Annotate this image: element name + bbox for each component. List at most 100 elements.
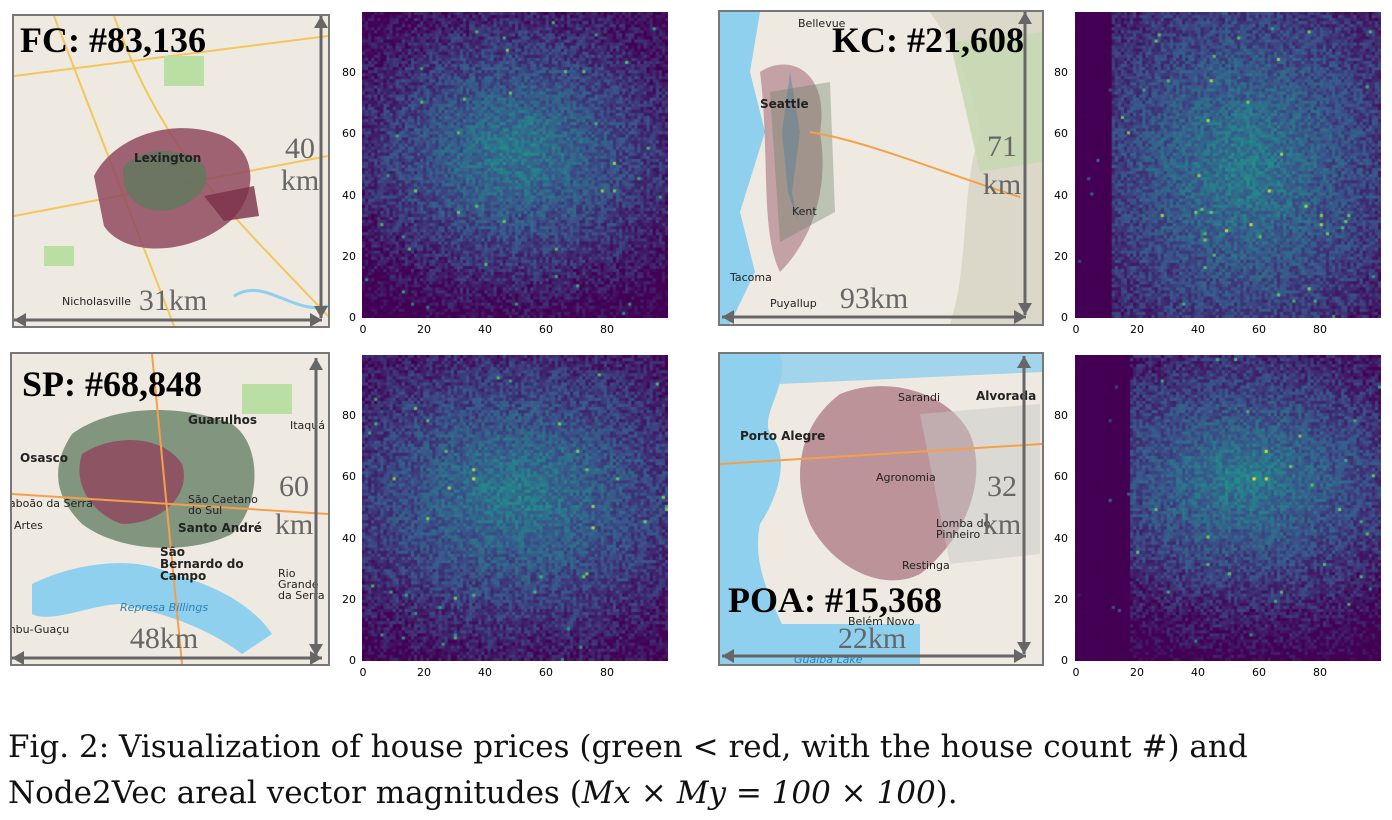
- ytick: 20: [342, 250, 356, 263]
- map-title-sp: SP: #68,848: [22, 364, 202, 404]
- height-label-poa: 32 km: [976, 472, 1028, 540]
- xtick: 0: [1072, 323, 1080, 336]
- place-represa-billings: Represa Billings: [120, 601, 209, 614]
- ytick: 40: [342, 532, 356, 545]
- heatmap-poa: 80 60 40 20 0 0 20 40 60 80: [1042, 353, 1392, 683]
- xtick: 40: [478, 323, 492, 336]
- height-label-kc: 71 km: [976, 132, 1028, 200]
- ytick: 60: [1054, 470, 1068, 483]
- height-label-fc: 40 km: [276, 134, 324, 196]
- ytick: 80: [342, 409, 356, 422]
- ytick: 0: [349, 311, 356, 324]
- heatmap-sp: 80 60 40 20 0 0 20 40 60 80: [330, 353, 680, 683]
- place-porto-alegre: Porto Alegre: [740, 429, 826, 443]
- map-kc-graphic: [720, 12, 1042, 324]
- place-artes: Artes: [14, 519, 43, 532]
- dimension-arrows-kc: [722, 12, 1032, 324]
- ytick: 60: [342, 127, 356, 140]
- ytick: 20: [1054, 250, 1068, 263]
- place-osasco: Osasco: [20, 451, 68, 465]
- map-fc: Lexington Nicholasville FC: #83,136 40 k…: [12, 14, 330, 328]
- place-lexington: Lexington: [134, 151, 202, 165]
- caption-text-1: Visualization of house prices (green < r…: [119, 729, 1248, 765]
- xtick: 0: [359, 323, 367, 336]
- caption-line-1: Fig. 2: Visualization of house prices (g…: [8, 724, 1388, 770]
- caption-math: Mx × My = 100 × 100: [581, 775, 936, 811]
- map-title-fc: FC: #83,136: [20, 20, 206, 60]
- caption-text-2b: ).: [935, 775, 958, 811]
- height-label-poa-unit: km: [982, 508, 1022, 541]
- height-label-sp-unit: km: [274, 508, 314, 541]
- height-label-fc-unit: km: [280, 164, 320, 197]
- ytick: 80: [1054, 66, 1068, 79]
- dimension-arrows-poa: [722, 356, 1031, 663]
- ytick: 0: [349, 654, 356, 667]
- xtick: 80: [1313, 666, 1327, 679]
- map-sp-graphic: [12, 354, 328, 664]
- xtick: 20: [1130, 323, 1144, 336]
- heatmap-kc: 80 60 40 20 0 0 20 40 60 80: [1042, 10, 1392, 340]
- place-belem-novo: Belém Novo: [848, 615, 915, 628]
- caption-text-2a: Node2Vec areal vector magnitudes (: [8, 775, 582, 811]
- dimension-arrows-fc: [14, 16, 328, 327]
- width-label-kc: 93km: [839, 282, 909, 315]
- height-label-poa-num: 32: [987, 470, 1017, 503]
- width-label-fc: 31km: [138, 284, 208, 317]
- xtick: 60: [1252, 666, 1266, 679]
- height-label-sp-num: 60: [279, 470, 309, 503]
- xtick: 20: [1130, 666, 1144, 679]
- place-restinga: Restinga: [902, 559, 950, 572]
- height-label-kc-unit: km: [982, 168, 1022, 201]
- place-alvorada: Alvorada: [976, 389, 1037, 403]
- heatmap-fc: 80 60 40 20 0 0 20 40 60 80: [330, 10, 680, 340]
- map-title-poa: POA: #15,368: [728, 580, 942, 620]
- place-agronomia: Agronomia: [876, 471, 936, 484]
- place-seattle: Seattle: [760, 97, 809, 111]
- place-puyallup: Puyallup: [770, 297, 817, 310]
- place-itaqua: Itaquá: [290, 419, 325, 432]
- place-taboao: Taboão da Serra: [10, 497, 93, 510]
- xtick: 60: [539, 323, 553, 336]
- xtick: 60: [1252, 323, 1266, 336]
- xtick: 40: [478, 666, 492, 679]
- ytick: 80: [1054, 409, 1068, 422]
- heatmap-poa-canvas: [1075, 355, 1381, 661]
- place-tacoma: Tacoma: [730, 271, 772, 284]
- xtick: 20: [417, 323, 431, 336]
- place-kent: Kent: [792, 205, 817, 218]
- xtick: 80: [600, 666, 614, 679]
- heatmap-kc-canvas: [1075, 12, 1381, 318]
- map-title-kc: KC: #21,608: [832, 20, 1024, 60]
- place-bellevue: Bellevue: [798, 17, 846, 30]
- ytick: 0: [1061, 654, 1068, 667]
- xtick: 40: [1191, 666, 1205, 679]
- heatmap-sp-canvas: [362, 355, 668, 661]
- caption-line-2: Node2Vec areal vector magnitudes (Mx × M…: [8, 770, 1388, 816]
- place-sao-caetano: São Caetano do Sul: [188, 493, 258, 517]
- ytick: 60: [342, 470, 356, 483]
- height-label-fc-num: 40: [285, 132, 315, 165]
- xtick: 0: [359, 666, 367, 679]
- map-kc: Seattle Bellevue Tacoma Kent Puyallup KC…: [718, 10, 1044, 326]
- ytick: 40: [342, 189, 356, 202]
- height-label-sp: 60 km: [266, 472, 322, 540]
- ytick: 80: [342, 66, 356, 79]
- xtick: 80: [1313, 323, 1327, 336]
- ytick: 40: [1054, 189, 1068, 202]
- map-poa: Alvorada Porto Alegre Lomba do Pinheiro …: [718, 352, 1044, 666]
- xtick: 20: [417, 666, 431, 679]
- ytick: 0: [1061, 311, 1068, 324]
- caption-prefix: Fig. 2:: [8, 729, 119, 765]
- place-rio-grande: Rio Grande da Serra: [278, 567, 325, 602]
- place-guarulhos: Guarulhos: [188, 413, 257, 427]
- place-sarandi: Sarandi: [898, 391, 940, 404]
- xtick: 0: [1072, 666, 1080, 679]
- height-label-kc-num: 71: [987, 130, 1017, 163]
- place-embu-guacu: Embu-Guaçu: [12, 623, 70, 636]
- ytick: 40: [1054, 532, 1068, 545]
- place-sao-bernardo: São Bernardo do Campo: [160, 545, 244, 583]
- xtick: 40: [1191, 323, 1205, 336]
- figure-caption: Fig. 2: Visualization of house prices (g…: [8, 724, 1388, 816]
- heatmap-fc-canvas: [362, 12, 668, 318]
- place-guaiba-lake: Guaíba Lake: [794, 653, 863, 666]
